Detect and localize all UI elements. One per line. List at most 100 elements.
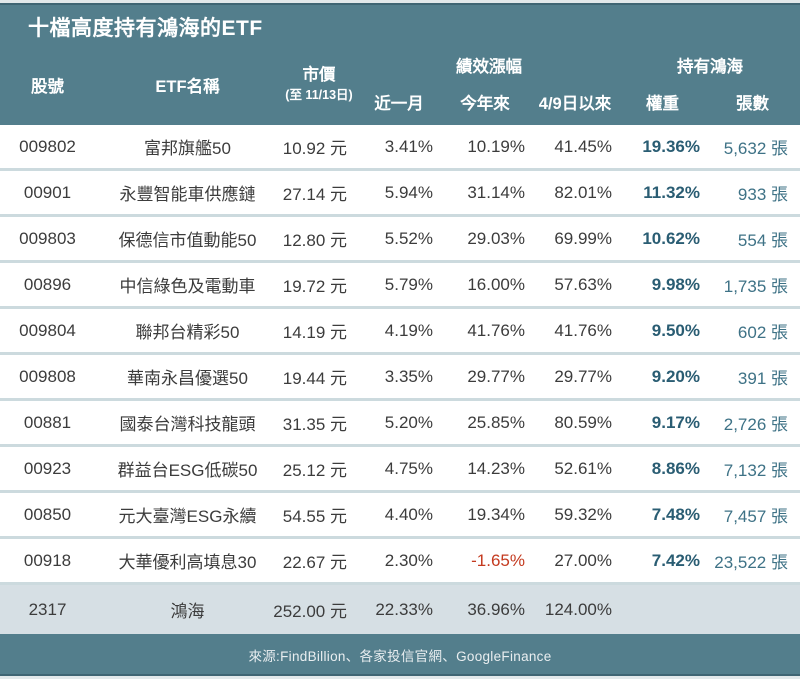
since-april9-cell: 57.63% (554, 274, 612, 294)
etf-name-cell: 華南永昌優選50 (127, 369, 248, 388)
stock-code-cell: 009808 (19, 366, 76, 386)
col-header-lots: 張數 (736, 94, 769, 113)
lots-cell: 5,632 張 (723, 139, 788, 158)
stock-code-cell: 009804 (19, 320, 76, 340)
col-header-stock-code: 股號 (31, 77, 64, 96)
stock-code-cell: 00918 (23, 550, 72, 570)
title-band: 十檔高度持有鴻海的ETF (0, 3, 800, 44)
col-header-since-april9: 4/9日以來 (538, 94, 612, 113)
weight-cell: 8.86% (651, 458, 700, 478)
price-label: 市價 (302, 66, 336, 85)
since-april9-cell: 29.77% (554, 366, 612, 386)
ytd-cell: 10.19% (467, 136, 525, 156)
lots-cell: 933 張 (737, 185, 788, 204)
past-month-cell: 2.30% (384, 550, 433, 570)
price-as-of-note: (至 11/13日) (285, 88, 353, 102)
past-month-cell: 22.33% (375, 599, 433, 619)
stock-code-cell: 00881 (23, 412, 72, 432)
table-row: 00881 國泰台灣科技龍頭 31.35 元 5.20% 25.85% 80.5… (0, 401, 800, 447)
weight-cell: 19.36% (642, 136, 700, 156)
weight-cell: 9.98% (651, 274, 700, 294)
table-row: 2317 鴻海 252.00 元 22.33% 36.96% 124.00% (0, 585, 800, 634)
table-body: 009802 富邦旗艦50 10.92 元 3.41% 10.19% 41.45… (0, 125, 800, 634)
etf-name-cell: 大華優利高填息30 (118, 553, 257, 572)
col-header-past-month: 近一月 (374, 94, 424, 113)
since-april9-cell: 27.00% (554, 550, 612, 570)
price-cell: 14.19 元 (282, 323, 347, 342)
etf-name-cell: 鴻海 (170, 602, 205, 621)
lots-cell: 23,522 張 (714, 553, 788, 572)
col-header-price: 市價 (至 11/13日) (280, 44, 358, 125)
past-month-cell: 5.20% (384, 412, 433, 432)
weight-cell: 7.48% (651, 504, 700, 524)
etf-name-cell: 群益台ESG低碳50 (117, 461, 258, 480)
etf-name-cell: 聯邦台精彩50 (135, 323, 240, 342)
past-month-cell: 4.75% (384, 458, 433, 478)
col-header-etf-name: ETF名稱 (155, 77, 220, 96)
stock-code-cell: 00896 (23, 274, 72, 294)
since-april9-cell: 59.32% (554, 504, 612, 524)
ytd-cell: 25.85% (467, 412, 525, 432)
group-header-holding: 持有鴻海 (677, 58, 743, 76)
weight-cell: 9.17% (651, 412, 700, 432)
lots-cell: 7,132 張 (723, 461, 788, 480)
lots-cell: 7,457 張 (723, 507, 788, 526)
price-cell: 22.67 元 (282, 553, 347, 572)
price-cell: 252.00 元 (273, 602, 347, 621)
since-april9-cell: 41.76% (554, 320, 612, 340)
col-header-ytd: 今年來 (460, 94, 510, 113)
etf-name-cell: 元大臺灣ESG永續 (118, 507, 257, 526)
price-cell: 10.92 元 (282, 139, 347, 158)
etf-name-cell: 中信綠色及電動車 (119, 277, 256, 296)
since-april9-cell: 80.59% (554, 412, 612, 432)
weight-cell: 7.42% (651, 550, 700, 570)
price-cell: 31.35 元 (282, 415, 347, 434)
table-row: 00850 元大臺灣ESG永續 54.55 元 4.40% 19.34% 59.… (0, 493, 800, 539)
ytd-cell: -1.65% (471, 550, 525, 570)
since-april9-cell: 52.61% (554, 458, 612, 478)
ytd-cell: 16.00% (467, 274, 525, 294)
etf-name-cell: 國泰台灣科技龍頭 (119, 415, 256, 434)
since-april9-cell: 124.00% (544, 599, 612, 619)
table-row: 00918 大華優利高填息30 22.67 元 2.30% -1.65% 27.… (0, 539, 800, 585)
col-header-weight: 權重 (646, 94, 679, 113)
stock-code-cell: 009803 (19, 228, 76, 248)
lots-cell: 602 張 (737, 323, 788, 342)
ytd-cell: 31.14% (467, 182, 525, 202)
table-row: 00923 群益台ESG低碳50 25.12 元 4.75% 14.23% 52… (0, 447, 800, 493)
since-april9-cell: 41.45% (554, 136, 612, 156)
past-month-cell: 3.35% (384, 366, 433, 386)
table-row: 009802 富邦旗艦50 10.92 元 3.41% 10.19% 41.45… (0, 125, 800, 171)
weight-cell: 10.62% (642, 228, 700, 248)
since-april9-cell: 69.99% (554, 228, 612, 248)
page-title: 十檔高度持有鴻海的ETF (28, 17, 263, 40)
ytd-cell: 14.23% (467, 458, 525, 478)
price-cell: 19.44 元 (282, 369, 347, 388)
table-row: 00901 永豐智能車供應鏈 27.14 元 5.94% 31.14% 82.0… (0, 171, 800, 217)
since-april9-cell: 82.01% (554, 182, 612, 202)
lots-cell: 2,726 張 (723, 415, 788, 434)
table-row: 00896 中信綠色及電動車 19.72 元 5.79% 16.00% 57.6… (0, 263, 800, 309)
weight-cell (620, 585, 705, 634)
past-month-cell: 5.79% (384, 274, 433, 294)
weight-cell: 9.50% (651, 320, 700, 340)
stock-code-cell: 00850 (23, 504, 72, 524)
table-header: 股號 ETF名稱 市價 (至 11/13日) 績效漲幅 持有鴻海 近一月 今年來… (0, 44, 800, 125)
stock-code-cell: 2317 (28, 599, 67, 619)
ytd-cell: 41.76% (467, 320, 525, 340)
table-row: 009808 華南永昌優選50 19.44 元 3.35% 29.77% 29.… (0, 355, 800, 401)
past-month-cell: 5.94% (384, 182, 433, 202)
ytd-cell: 36.96% (467, 599, 525, 619)
weight-cell: 9.20% (651, 366, 700, 386)
table-row: 009804 聯邦台精彩50 14.19 元 4.19% 41.76% 41.7… (0, 309, 800, 355)
etf-name-cell: 永豐智能車供應鏈 (119, 185, 256, 204)
lots-cell: 554 張 (737, 231, 788, 250)
ytd-cell: 29.77% (467, 366, 525, 386)
price-cell: 27.14 元 (282, 185, 347, 204)
stock-code-cell: 009802 (19, 136, 76, 156)
price-cell: 54.55 元 (282, 507, 347, 526)
past-month-cell: 4.19% (384, 320, 433, 340)
lots-cell: 1,735 張 (723, 277, 788, 296)
lots-cell: 391 張 (737, 369, 788, 388)
table-row: 009803 保德信市值動能50 12.80 元 5.52% 29.03% 69… (0, 217, 800, 263)
